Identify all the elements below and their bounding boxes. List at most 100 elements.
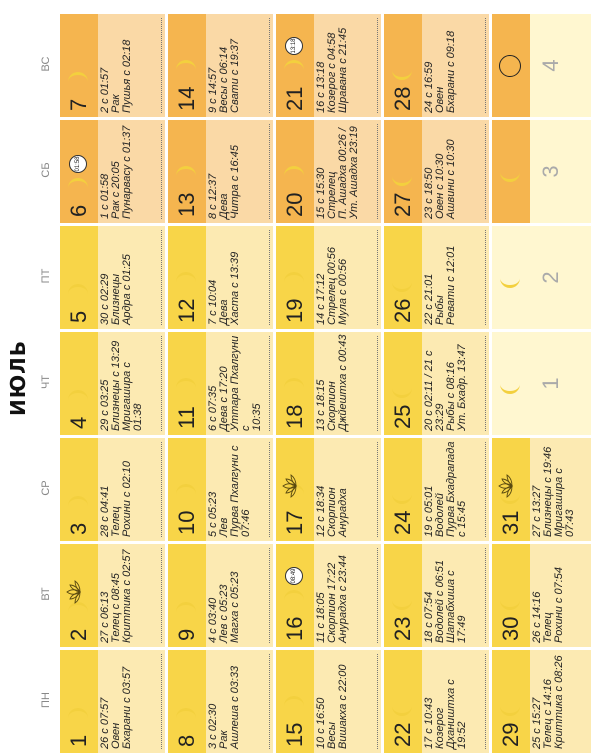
moon-phase-icon — [392, 706, 412, 716]
day-cell[interactable]: 20 15 с 15:30 Стрелец П. Ашадха 00:26 / У… — [276, 120, 381, 223]
moon-phase-icon — [68, 284, 88, 294]
day-cell[interactable]: 4 — [492, 14, 591, 117]
day-number: 2 — [66, 628, 91, 641]
day-cell[interactable]: 6 01:58 1 с 01:58 Рак с 20:05 Пунарвасу с … — [60, 120, 165, 223]
day-header: 27 — [384, 120, 422, 223]
moon-phase-icon — [176, 166, 196, 176]
weekday-header: ЧТ — [40, 374, 52, 390]
day-cell[interactable]: 26 22 с 21:01 Рыбы Ревати с 12:01 — [384, 226, 489, 329]
day-info: 6 с 07:35 Дева с 17:20 Уттара Пхалгуни с… — [207, 335, 263, 431]
day-cell[interactable]: 13 8 с 12:37 Дева Читра с 16:45 — [168, 120, 273, 223]
day-number: 17 — [282, 510, 307, 535]
day-header: 13 — [168, 120, 206, 223]
day-cell[interactable]: 7 2 с 01:57 Рак Пушья с 02:18 — [60, 14, 165, 117]
day-cell[interactable]: 5 30 с 02:29 Близнецы Ардра с 01:25 — [60, 226, 165, 329]
moon-phase-icon — [500, 172, 520, 182]
day-cell[interactable]: 15 10 с 16:50 Весы Вишакха с 22:00 — [276, 650, 381, 753]
moon-phase-icon — [284, 272, 304, 282]
day-info: 11 с 18:05 Скорпион 17:22 Анурадха с 23:… — [315, 555, 349, 643]
day-header — [492, 120, 530, 223]
notes-line — [377, 336, 378, 431]
day-cell[interactable]: 23 18 с 07:54 Водолей с 06:51 Шатабхиша с… — [384, 544, 489, 647]
day-cell[interactable]: 24 19 с 05:01 Водолей Пурва Бхадрапада с … — [384, 438, 489, 541]
moon-phase-icon — [392, 600, 412, 610]
day-info: 13 с 18:15 Скорпион Джйештха с 00:43 — [315, 334, 349, 431]
day-number: 23 — [390, 616, 415, 641]
day-cell[interactable]: 8 3 с 02:30 Рак Ашлеша с 03:33 — [168, 650, 273, 753]
day-number: 16 — [282, 616, 307, 641]
next-month-day-number: 3 — [538, 165, 563, 178]
day-number: 11 — [174, 406, 199, 429]
moon-phase-icon — [500, 278, 520, 288]
day-header: 19 — [276, 226, 314, 329]
notes-line — [161, 654, 162, 749]
day-number: 31 — [498, 510, 523, 535]
day-header: 4 — [60, 332, 98, 435]
day-number: 22 — [390, 722, 415, 747]
day-cell[interactable]: 2 — [492, 226, 591, 329]
day-number: 30 — [498, 616, 523, 641]
day-cell[interactable]: 9 4 с 03:40 Лев с 05:23 Магха с 05:23 — [168, 544, 273, 647]
day-info: 18 с 07:54 Водолей с 06:51 Шатабхиша с 1… — [423, 560, 468, 643]
day-info: 27 с 13:27 Близнецы с 19:46 Мригашира с … — [531, 446, 576, 537]
day-header: 31 — [492, 438, 530, 541]
day-cell[interactable]: 30 26 с 14:16 Телец Рохини с 07:54 — [492, 544, 591, 647]
day-cell[interactable]: 2 27 с 06:13 Телец с 08:45 Криттика с 02:… — [60, 544, 165, 647]
day-cell[interactable]: 27 23 с 18:50 Овен с 10:30 Ашвини с 10:30 — [384, 120, 489, 223]
day-header: 14 — [168, 14, 206, 117]
day-cell[interactable]: 11 6 с 07:35 Дева с 17:20 Уттара Пхалгуни… — [168, 332, 273, 435]
notes-line — [377, 124, 378, 219]
day-cell[interactable]: 1 26 с 07:57 Овен Бхарани с 03:57 — [60, 650, 165, 753]
day-cell[interactable]: 10 5 с 05:23 Лев Пурва Пхалгуни с 07:46 — [168, 438, 273, 541]
day-number: 10 — [174, 510, 199, 535]
day-number: 5 — [66, 310, 91, 323]
lotus-icon — [282, 474, 297, 498]
moon-phase-icon — [284, 484, 304, 494]
day-cell[interactable]: 29 25 с 15:27 Телец с 14:16 Криттика с 08… — [492, 650, 591, 753]
day-cell[interactable]: 4 29 с 03:25 Близнецы с 13:29 Мригашира с… — [60, 332, 165, 435]
weekday-header: СБ — [40, 162, 52, 178]
day-info: 22 с 21:01 Рыбы Ревати с 12:01 — [423, 245, 457, 325]
day-info: 10 с 16:50 Весы Вишакха с 22:00 — [315, 664, 349, 749]
day-cell[interactable]: 3 — [492, 120, 591, 223]
notes-line — [269, 654, 270, 749]
day-info: 27 с 06:13 Телец с 08:45 Криттика с 02:5… — [99, 549, 133, 643]
day-cell[interactable]: 31 27 с 13:27 Близнецы с 19:46 Мригашира … — [492, 438, 591, 541]
day-number: 26 — [390, 298, 415, 323]
day-header: 18 — [276, 332, 314, 435]
day-info: 20 с 02:11 / 21 с 23:29 Рыбы с 08:16 Ут.… — [423, 344, 468, 431]
day-info: 19 с 05:01 Водолей Пурва Бхадрапада с 15… — [423, 441, 468, 537]
notes-line — [161, 548, 162, 643]
moon-phase-icon — [392, 282, 412, 292]
day-cell[interactable]: 14 9 с 14:57 Весы с 06:14 Свати с 19:37 — [168, 14, 273, 117]
weekday-header: ПТ — [40, 268, 52, 284]
day-number: 6 — [66, 204, 91, 217]
day-cell[interactable]: 17 12 с 18:34 Скорпион Анурадха — [276, 438, 381, 541]
day-header: 8 — [168, 650, 206, 753]
notes-line — [161, 230, 162, 325]
day-cell[interactable]: 19 14 с 17:12 Стрелец 00:56 Мула с 00:56 — [276, 226, 381, 329]
day-info: 7 с 10:04 Дева Хаста с 13:39 — [207, 251, 241, 325]
day-cell[interactable]: 18 13 с 18:15 Скорпион Джйештха с 00:43 — [276, 332, 381, 435]
day-cell[interactable]: 16 08:49 11 с 18:05 Скорпион 17:22 Анурадх… — [276, 544, 381, 647]
day-cell[interactable]: 28 24 с 16:59 Овен Бхарани с 09:18 — [384, 14, 489, 117]
day-cell[interactable]: 12 7 с 10:04 Дева Хаста с 13:39 — [168, 226, 273, 329]
day-info: 4 с 03:40 Лев с 05:23 Магха с 05:23 — [207, 571, 241, 643]
day-cell[interactable]: 25 20 с 02:11 / 21 с 23:29 Рыбы с 08:16 У… — [384, 332, 489, 435]
day-cell[interactable]: 3 28 с 04:41 Телец Рохини с 02:10 — [60, 438, 165, 541]
day-info: 15 с 15:30 Стрелец П. Ашадха 00:26 / Ут.… — [315, 126, 360, 219]
day-header: 15 — [276, 650, 314, 753]
notes-line — [485, 548, 486, 643]
day-number: 28 — [390, 86, 415, 111]
notes-line — [485, 654, 486, 749]
moon-phase-icon — [500, 384, 520, 394]
next-month-day-number: 4 — [538, 59, 563, 72]
next-month-day-number: 1 — [538, 377, 563, 390]
moon-phase-icon — [392, 176, 412, 186]
day-cell[interactable]: 1 — [492, 332, 591, 435]
day-cell[interactable]: 21 13:18 16 с 13:18 Козерог с 04:58 Шраван… — [276, 14, 381, 117]
day-cell[interactable]: 22 17 с 10:43 Козерог Дхаништха с 19:52 — [384, 650, 489, 753]
moon-phase-icon — [176, 484, 196, 494]
day-header: 21 13:18 — [276, 14, 314, 117]
